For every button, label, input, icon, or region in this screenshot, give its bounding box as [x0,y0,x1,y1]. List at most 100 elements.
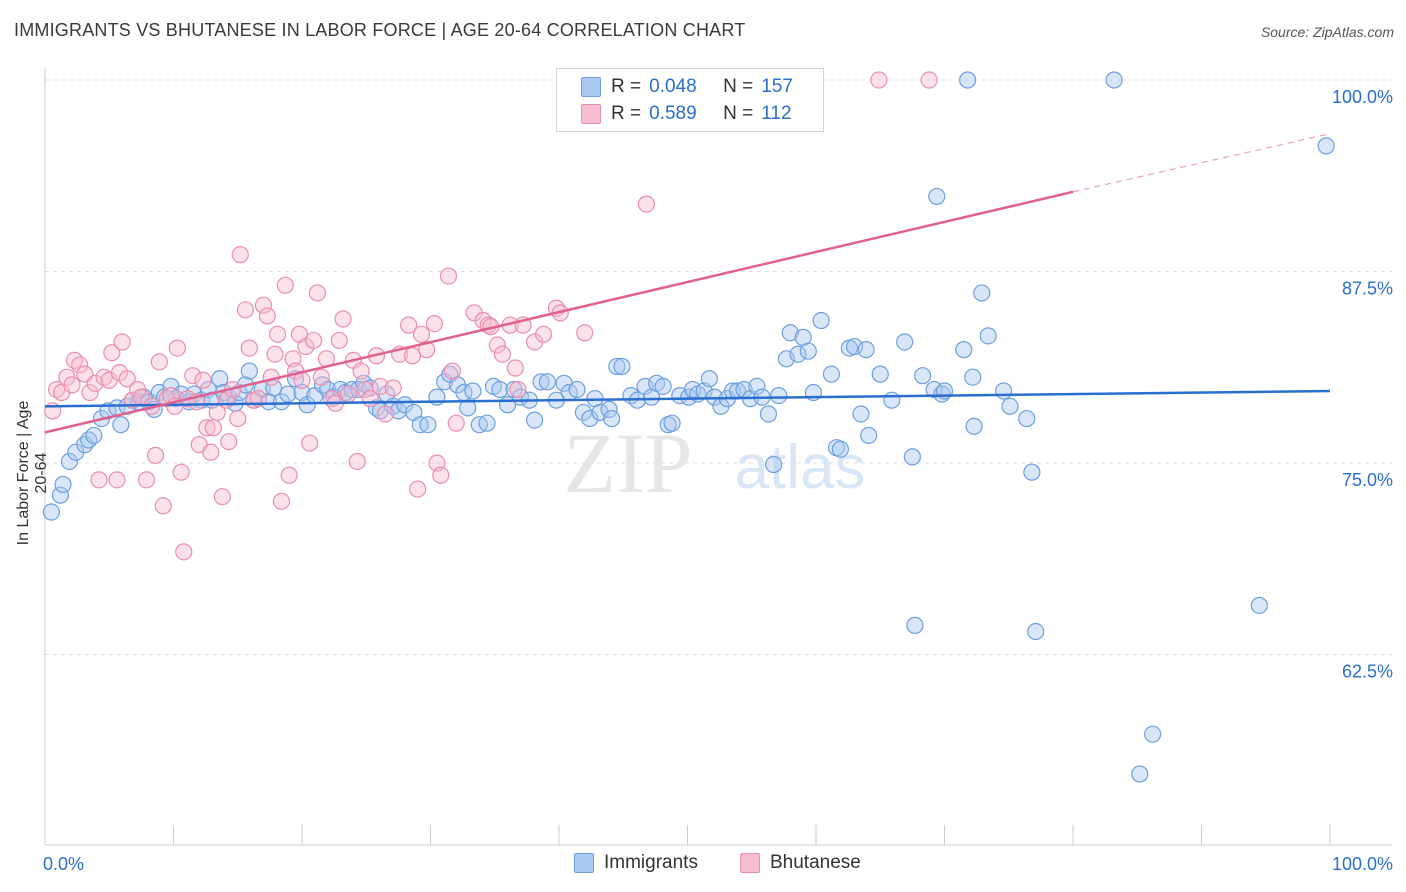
immigrants-point-3 [60,452,79,471]
bhutanese-point-45 [229,409,247,428]
bhutanese-point-109 [576,324,594,342]
bhutanese-point-33 [184,367,202,385]
immigrants-point-114 [748,377,766,395]
immigrants-point-136 [896,333,914,351]
bottom-legend-label-immigrants: Immigrants [604,852,698,873]
immigrants-point-116 [759,405,778,423]
immigrants-point-153 [973,284,991,302]
immigrants-point-69 [464,382,482,400]
bhutanese-point-13 [103,344,121,362]
bhutanese-point-14 [108,471,126,489]
bhutanese-point-110 [637,195,655,213]
immigrants-point-71 [478,414,496,432]
legend-n-label: N = [723,103,754,124]
bhutanese-point-91 [432,466,450,484]
bhutanese-point-21 [137,471,156,489]
bottom-legend-swatch-bhutanese [740,853,760,873]
immigrants-point-7 [85,426,103,445]
immigrants-point-154 [1317,137,1335,155]
legend-r-value-bhutanese: 0.589 [649,103,697,124]
bhutanese-point-58 [280,466,298,484]
bhutanese-point-8 [81,383,99,402]
y-tick-label-1: 75.0% [1342,470,1393,490]
immigrants-point-100 [663,414,681,432]
bhutanese-point-16 [113,333,131,351]
bhutanese-point-38 [202,443,220,461]
bhutanese-point-47 [236,301,255,319]
immigrants-point-155 [1250,596,1268,615]
bhutanese-point-80 [371,377,389,395]
immigrants-point-149 [1023,463,1041,481]
bhutanese-point-9 [86,374,104,392]
bhutanese-point-57 [276,276,294,294]
immigrants-point-126 [822,365,841,383]
immigrants-point-125 [812,311,830,330]
bhutanese-point-66 [308,284,327,302]
immigrants-point-11 [112,416,130,434]
bhutanese-point-67 [312,368,330,386]
bhutanese-point-51 [254,296,273,314]
x-tick-label-0: 0.0% [43,854,84,874]
bhutanese-point-43 [220,432,238,451]
bhutanese-point-46 [231,246,249,264]
immigrants-point-85 [574,403,593,422]
legend-n-value-bhutanese: 112 [761,103,792,124]
bhutanese-points [44,71,938,561]
y-tick-label-0: 62.5% [1342,662,1393,682]
legend-swatch-bhutanese [581,104,601,124]
immigrants-point-84 [568,380,586,399]
bhutanese-point-113 [870,71,888,89]
bhutanese-point-99 [488,336,506,354]
immigrants-point-135 [883,391,901,409]
bhutanese-point-88 [418,341,436,359]
bhutanese-point-64 [301,434,319,452]
bhutanese-point-84 [400,316,418,334]
immigrants-point-151 [1105,71,1123,89]
bhutanese-point-75 [348,452,366,471]
bhutanese-point-39 [204,419,222,437]
bhutanese-point-71 [330,331,348,350]
immigrants-point-133 [860,426,878,445]
immigrants-point-157 [1027,622,1045,641]
immigrants-point-28 [211,370,229,388]
immigrants-point-91 [608,357,626,376]
immigrants-point-6 [80,431,98,449]
y-axis-label: In Labor Force | Age 20-64 [15,400,50,546]
bhutanese-point-100 [493,345,512,363]
immigrants-trend-line [44,389,1331,408]
bhutanese-point-5 [65,351,84,369]
bhutanese-point-37 [198,419,216,437]
immigrants-point-73 [491,380,509,399]
bhutanese-point-36 [194,371,212,389]
immigrants-point-2 [54,475,72,494]
axes [44,68,1392,846]
immigrants-point-92 [613,357,631,376]
immigrants-point-147 [1001,397,1019,415]
bhutanese-point-30 [172,463,190,481]
bhutanese-point-48 [240,339,258,357]
bhutanese-point-76 [352,362,370,380]
bhutanese-point-54 [266,345,284,363]
bottom-legend-immigrants: Immigrants [574,852,698,874]
bhutanese-point-10 [90,471,108,489]
legend-r-label: R = [611,76,642,97]
bhutanese-point-114 [920,71,938,89]
immigrants-point-132 [857,341,875,359]
immigrants-point-138 [914,367,932,385]
immigrants-point-117 [764,455,783,474]
bhutanese-point-106 [534,325,553,343]
immigrants-point-148 [1018,409,1036,428]
y-tick-label-2: 87.5% [1342,279,1393,299]
immigrants-point-152 [928,187,946,206]
bhutanese-point-73 [339,385,357,403]
bhutanese-point-29 [168,339,186,357]
bhutanese-point-6 [71,356,89,374]
legend-n-value-immigrants: 157 [761,76,793,97]
bhutanese-point-52 [258,307,276,325]
bhutanese-trend-extension [1072,133,1331,193]
bhutanese-point-11 [95,368,113,386]
immigrants-point-79 [532,373,550,391]
immigrants-point-134 [871,365,889,383]
immigrants-point-143 [964,368,982,386]
